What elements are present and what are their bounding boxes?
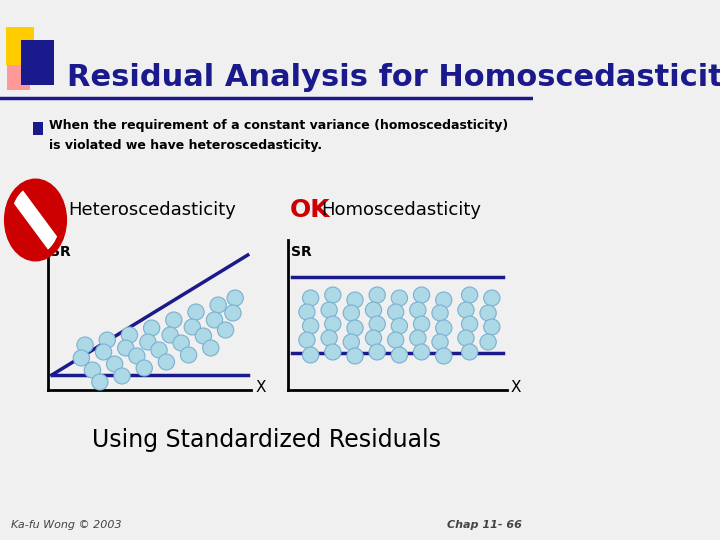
- Text: X: X: [255, 380, 266, 395]
- Ellipse shape: [432, 305, 448, 321]
- Ellipse shape: [462, 287, 478, 303]
- Text: Homoscedasticity: Homoscedasticity: [322, 201, 482, 219]
- Ellipse shape: [436, 292, 452, 308]
- Ellipse shape: [143, 320, 160, 336]
- Ellipse shape: [343, 334, 359, 350]
- Ellipse shape: [129, 348, 145, 364]
- Ellipse shape: [117, 340, 134, 356]
- Ellipse shape: [321, 330, 337, 346]
- Ellipse shape: [432, 334, 448, 350]
- Ellipse shape: [162, 327, 179, 343]
- Ellipse shape: [114, 368, 130, 384]
- FancyBboxPatch shape: [21, 40, 54, 85]
- Ellipse shape: [73, 350, 89, 366]
- Ellipse shape: [151, 342, 167, 358]
- Ellipse shape: [325, 287, 341, 303]
- Ellipse shape: [480, 305, 496, 321]
- Ellipse shape: [436, 320, 452, 336]
- Text: Heteroscedasticity: Heteroscedasticity: [68, 201, 236, 219]
- Ellipse shape: [91, 374, 108, 390]
- Text: X: X: [510, 380, 521, 395]
- Ellipse shape: [99, 332, 115, 348]
- Text: Residual Analysis for Homoscedasticity: Residual Analysis for Homoscedasticity: [66, 64, 720, 92]
- Text: Chap 11- 66: Chap 11- 66: [446, 520, 521, 530]
- Ellipse shape: [325, 344, 341, 360]
- Ellipse shape: [121, 327, 138, 343]
- Ellipse shape: [369, 316, 385, 332]
- Ellipse shape: [210, 297, 226, 313]
- Ellipse shape: [207, 312, 222, 328]
- Ellipse shape: [484, 319, 500, 335]
- Ellipse shape: [181, 347, 197, 363]
- Ellipse shape: [391, 347, 408, 363]
- Ellipse shape: [202, 340, 219, 356]
- Ellipse shape: [188, 304, 204, 320]
- Ellipse shape: [458, 330, 474, 346]
- Ellipse shape: [462, 316, 478, 332]
- Ellipse shape: [369, 344, 385, 360]
- Ellipse shape: [413, 344, 430, 360]
- Ellipse shape: [77, 337, 93, 353]
- Ellipse shape: [413, 316, 430, 332]
- Ellipse shape: [325, 316, 341, 332]
- Ellipse shape: [347, 320, 363, 336]
- Ellipse shape: [302, 318, 319, 334]
- Ellipse shape: [217, 322, 234, 338]
- Ellipse shape: [462, 344, 478, 360]
- Ellipse shape: [321, 302, 337, 318]
- Ellipse shape: [343, 305, 359, 321]
- Ellipse shape: [195, 328, 212, 344]
- Ellipse shape: [107, 356, 123, 372]
- Ellipse shape: [302, 290, 319, 306]
- Ellipse shape: [184, 319, 200, 335]
- Ellipse shape: [436, 348, 452, 364]
- Ellipse shape: [365, 302, 382, 318]
- FancyBboxPatch shape: [7, 55, 30, 90]
- Ellipse shape: [84, 362, 101, 378]
- Ellipse shape: [347, 348, 363, 364]
- FancyBboxPatch shape: [33, 122, 43, 135]
- Ellipse shape: [96, 344, 112, 360]
- Text: When the requirement of a constant variance (homoscedasticity): When the requirement of a constant varia…: [49, 119, 508, 132]
- Ellipse shape: [136, 360, 153, 376]
- Ellipse shape: [387, 332, 404, 348]
- Ellipse shape: [299, 304, 315, 320]
- Ellipse shape: [299, 332, 315, 348]
- FancyBboxPatch shape: [6, 27, 34, 65]
- Ellipse shape: [458, 302, 474, 318]
- Text: Ka-fu Wong © 2003: Ka-fu Wong © 2003: [11, 520, 122, 530]
- Text: SR: SR: [50, 245, 71, 259]
- Text: SR: SR: [291, 245, 312, 259]
- Ellipse shape: [140, 334, 156, 350]
- Ellipse shape: [302, 347, 319, 363]
- Ellipse shape: [387, 304, 404, 320]
- Ellipse shape: [413, 287, 430, 303]
- Ellipse shape: [391, 290, 408, 306]
- Ellipse shape: [227, 290, 243, 306]
- Ellipse shape: [173, 335, 189, 351]
- Ellipse shape: [347, 292, 363, 308]
- Circle shape: [9, 184, 62, 256]
- Ellipse shape: [365, 330, 382, 346]
- Ellipse shape: [391, 318, 408, 334]
- Ellipse shape: [166, 312, 182, 328]
- Ellipse shape: [484, 290, 500, 306]
- Ellipse shape: [158, 354, 174, 370]
- Ellipse shape: [480, 334, 496, 350]
- Ellipse shape: [410, 302, 426, 318]
- Ellipse shape: [225, 305, 241, 321]
- Polygon shape: [13, 190, 58, 251]
- Text: Using Standardized Residuals: Using Standardized Residuals: [91, 428, 441, 452]
- Text: is violated we have heteroscedasticity.: is violated we have heteroscedasticity.: [49, 139, 322, 152]
- Text: OK: OK: [290, 198, 330, 222]
- Ellipse shape: [369, 287, 385, 303]
- Ellipse shape: [410, 330, 426, 346]
